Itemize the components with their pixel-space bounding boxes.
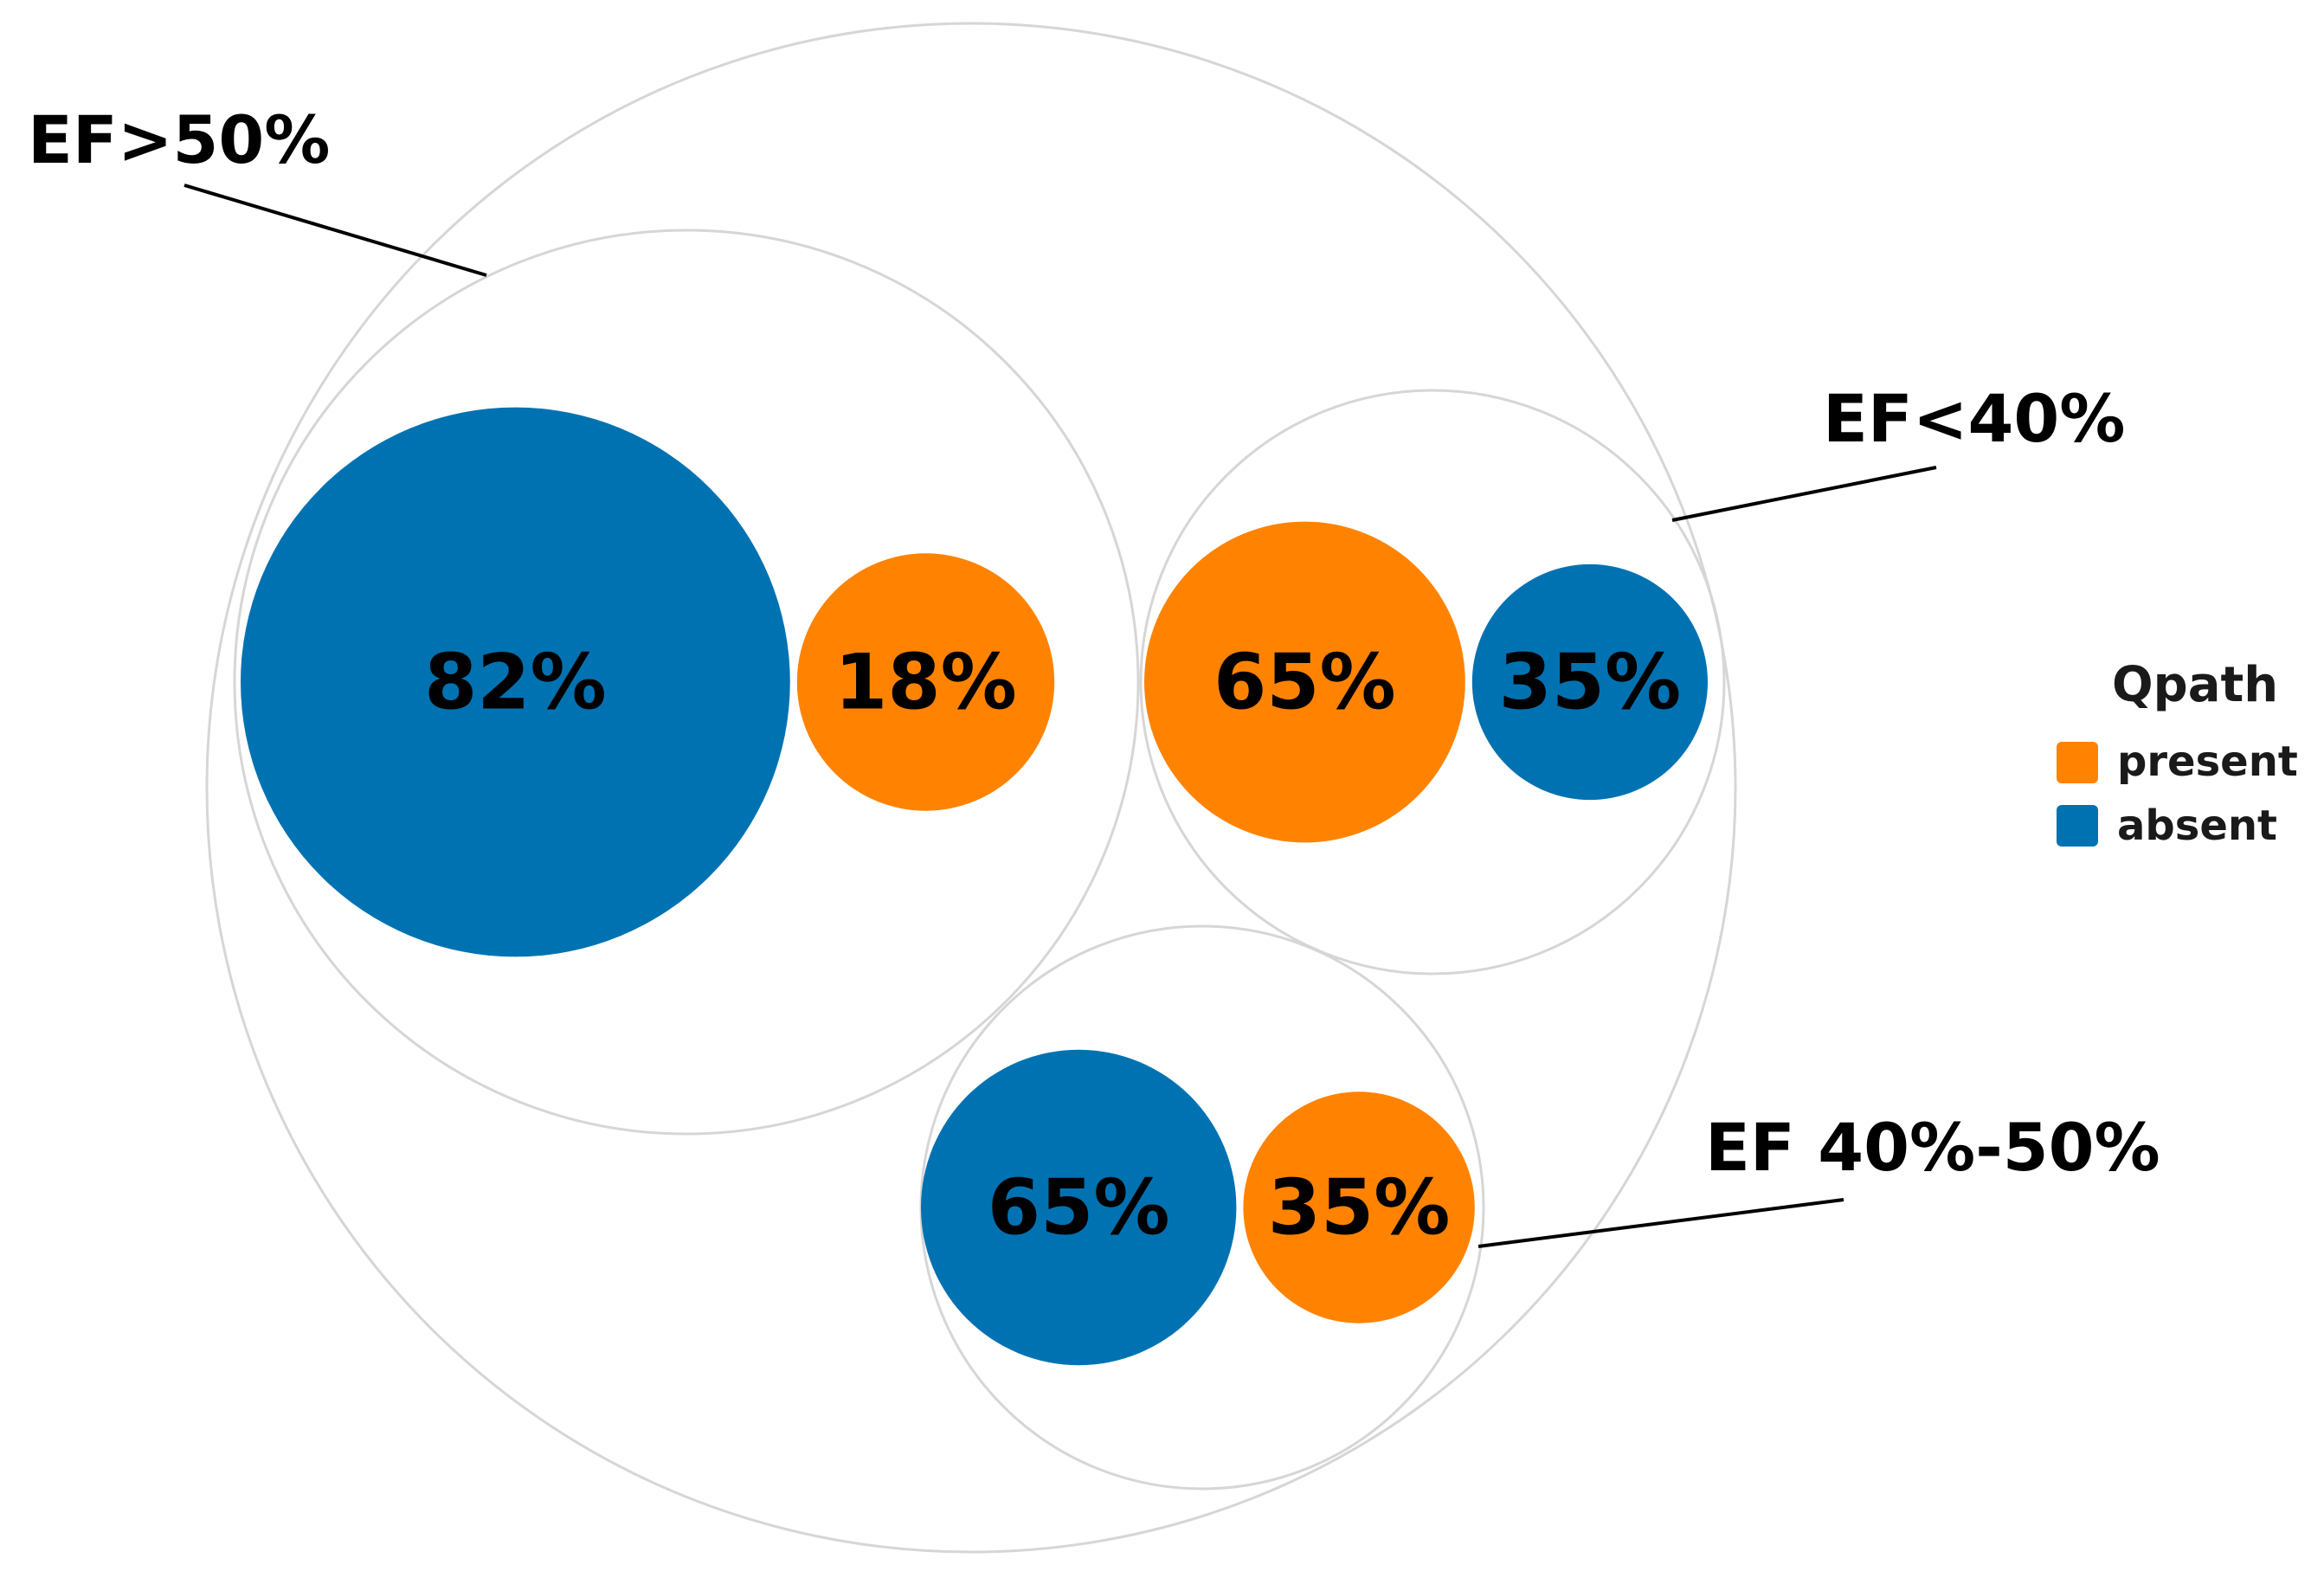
legend-label-present: present bbox=[2117, 737, 2298, 786]
bubble-label-ef-gt-50-absent: 82% bbox=[424, 638, 607, 727]
group-label-ef-gt-50: EF>50% bbox=[28, 101, 330, 178]
group-ring-ef-lt-40 bbox=[1139, 389, 1726, 976]
leader-line-ef-40-50 bbox=[1477, 1198, 1844, 1248]
leader-line-ef-lt-40 bbox=[1671, 466, 1937, 522]
group-label-ef-40-50: EF 40%-50% bbox=[1705, 1109, 2160, 1186]
outer-ring bbox=[205, 22, 1737, 1554]
group-ring-ef-gt-50 bbox=[233, 229, 1140, 1136]
bubble-ef-lt-40-absent bbox=[1471, 563, 1708, 801]
legend-title: Qpath bbox=[2112, 657, 2278, 713]
bubble-ef-lt-40-present bbox=[1144, 521, 1465, 843]
bubble-ef-gt-50-present bbox=[796, 553, 1055, 811]
legend-swatch-absent bbox=[2057, 805, 2098, 847]
bubble-label-ef-lt-40-absent: 35% bbox=[1499, 638, 1682, 727]
bubble-label-ef-lt-40-present: 65% bbox=[1214, 638, 1396, 727]
bubble-ef-40-50-absent bbox=[921, 1049, 1237, 1366]
leader-line-ef-gt-50 bbox=[183, 184, 487, 277]
legend-label-absent: absent bbox=[2117, 802, 2277, 850]
bubble-ef-40-50-present bbox=[1243, 1091, 1475, 1323]
legend-swatch-present bbox=[2057, 742, 2098, 783]
group-label-ef-lt-40: EF<40% bbox=[1823, 380, 2125, 457]
bubble-label-ef-40-50-absent: 65% bbox=[988, 1163, 1170, 1252]
bubble-label-ef-40-50-present: 35% bbox=[1268, 1163, 1451, 1252]
bubble-label-ef-gt-50-present: 18% bbox=[834, 638, 1017, 727]
bubble-ef-gt-50-absent bbox=[241, 407, 790, 957]
